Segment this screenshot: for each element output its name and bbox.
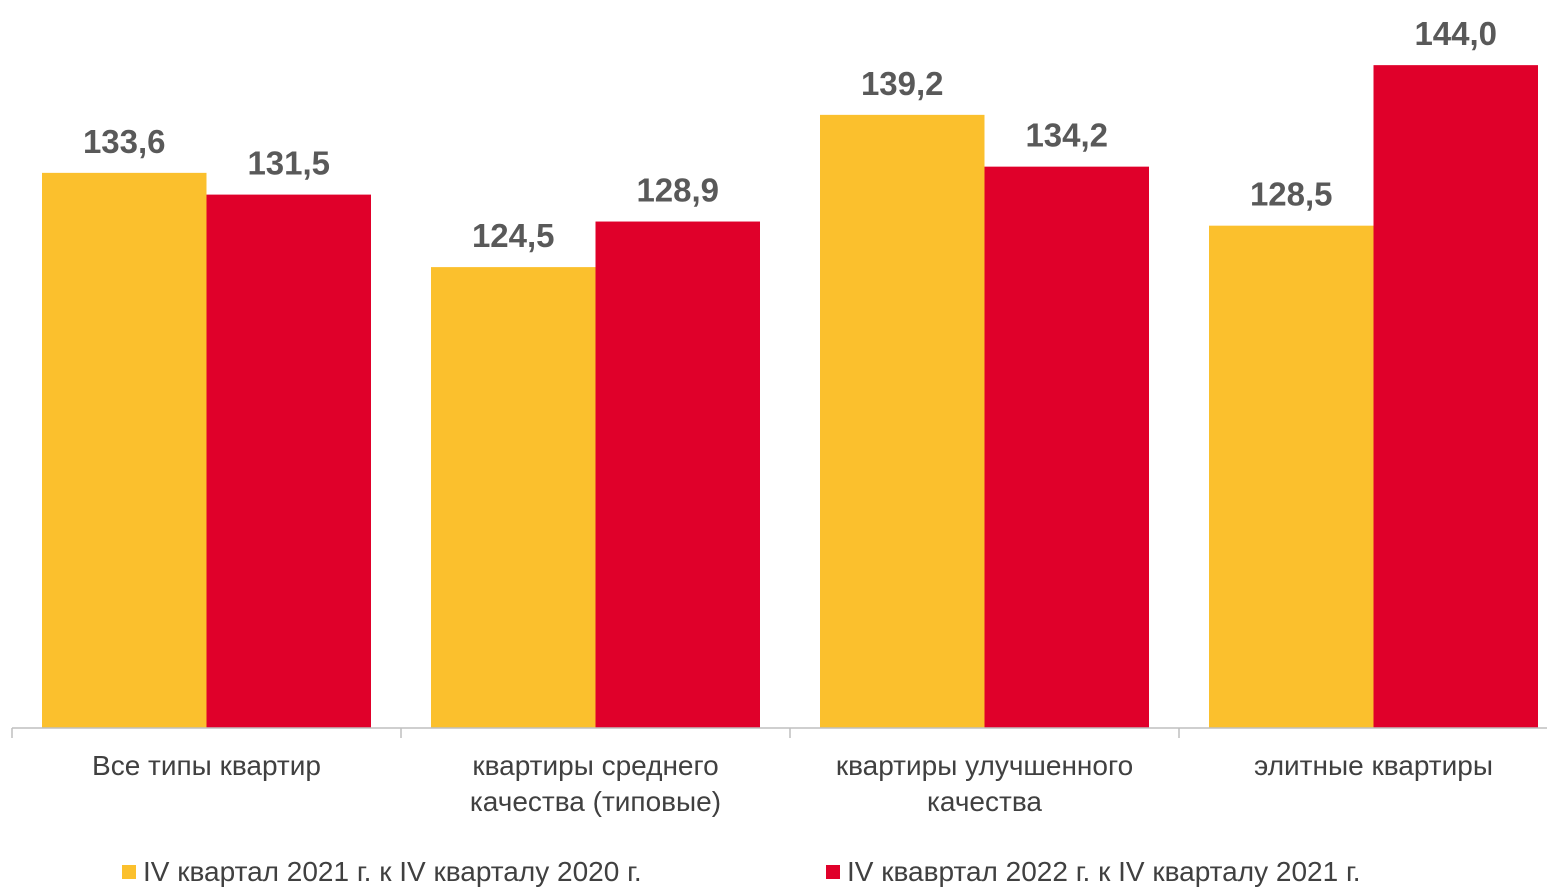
value-label: 131,5 (247, 145, 330, 182)
bar (431, 267, 596, 728)
value-label: 128,9 (636, 172, 719, 209)
x-tick-label: квартиры среднего качества (типовые) (469, 750, 722, 817)
bar (984, 166, 1149, 729)
value-label: 124,5 (472, 217, 555, 254)
bar (820, 114, 985, 729)
value-label: 139,2 (861, 65, 944, 102)
value-label: 144,0 (1414, 15, 1497, 52)
legend-swatch (826, 865, 840, 879)
x-tick-label: Все типы квартир (92, 750, 321, 781)
value-label: 134,2 (1025, 117, 1108, 154)
legend-label: IV квавртал 2022 г. к IV кварталу 2021 г… (847, 856, 1361, 887)
legend-label: IV квартал 2021 г. к IV кварталу 2020 г. (143, 856, 642, 887)
x-tick-label: элитные квартиры (1254, 750, 1493, 781)
bar (42, 172, 207, 728)
x-tick-label: квартиры улучшенного качества (835, 750, 1134, 817)
bar (1209, 225, 1374, 728)
legend-swatch (122, 865, 136, 879)
value-label: 128,5 (1250, 176, 1333, 213)
bar (206, 194, 371, 728)
bar (1373, 65, 1538, 728)
bar (595, 221, 760, 729)
legend-item: IV квартал 2021 г. к IV кварталу 2020 г. (122, 856, 642, 888)
legend-item: IV квавртал 2022 г. к IV кварталу 2021 г… (826, 856, 1361, 888)
value-label: 133,6 (83, 123, 166, 160)
